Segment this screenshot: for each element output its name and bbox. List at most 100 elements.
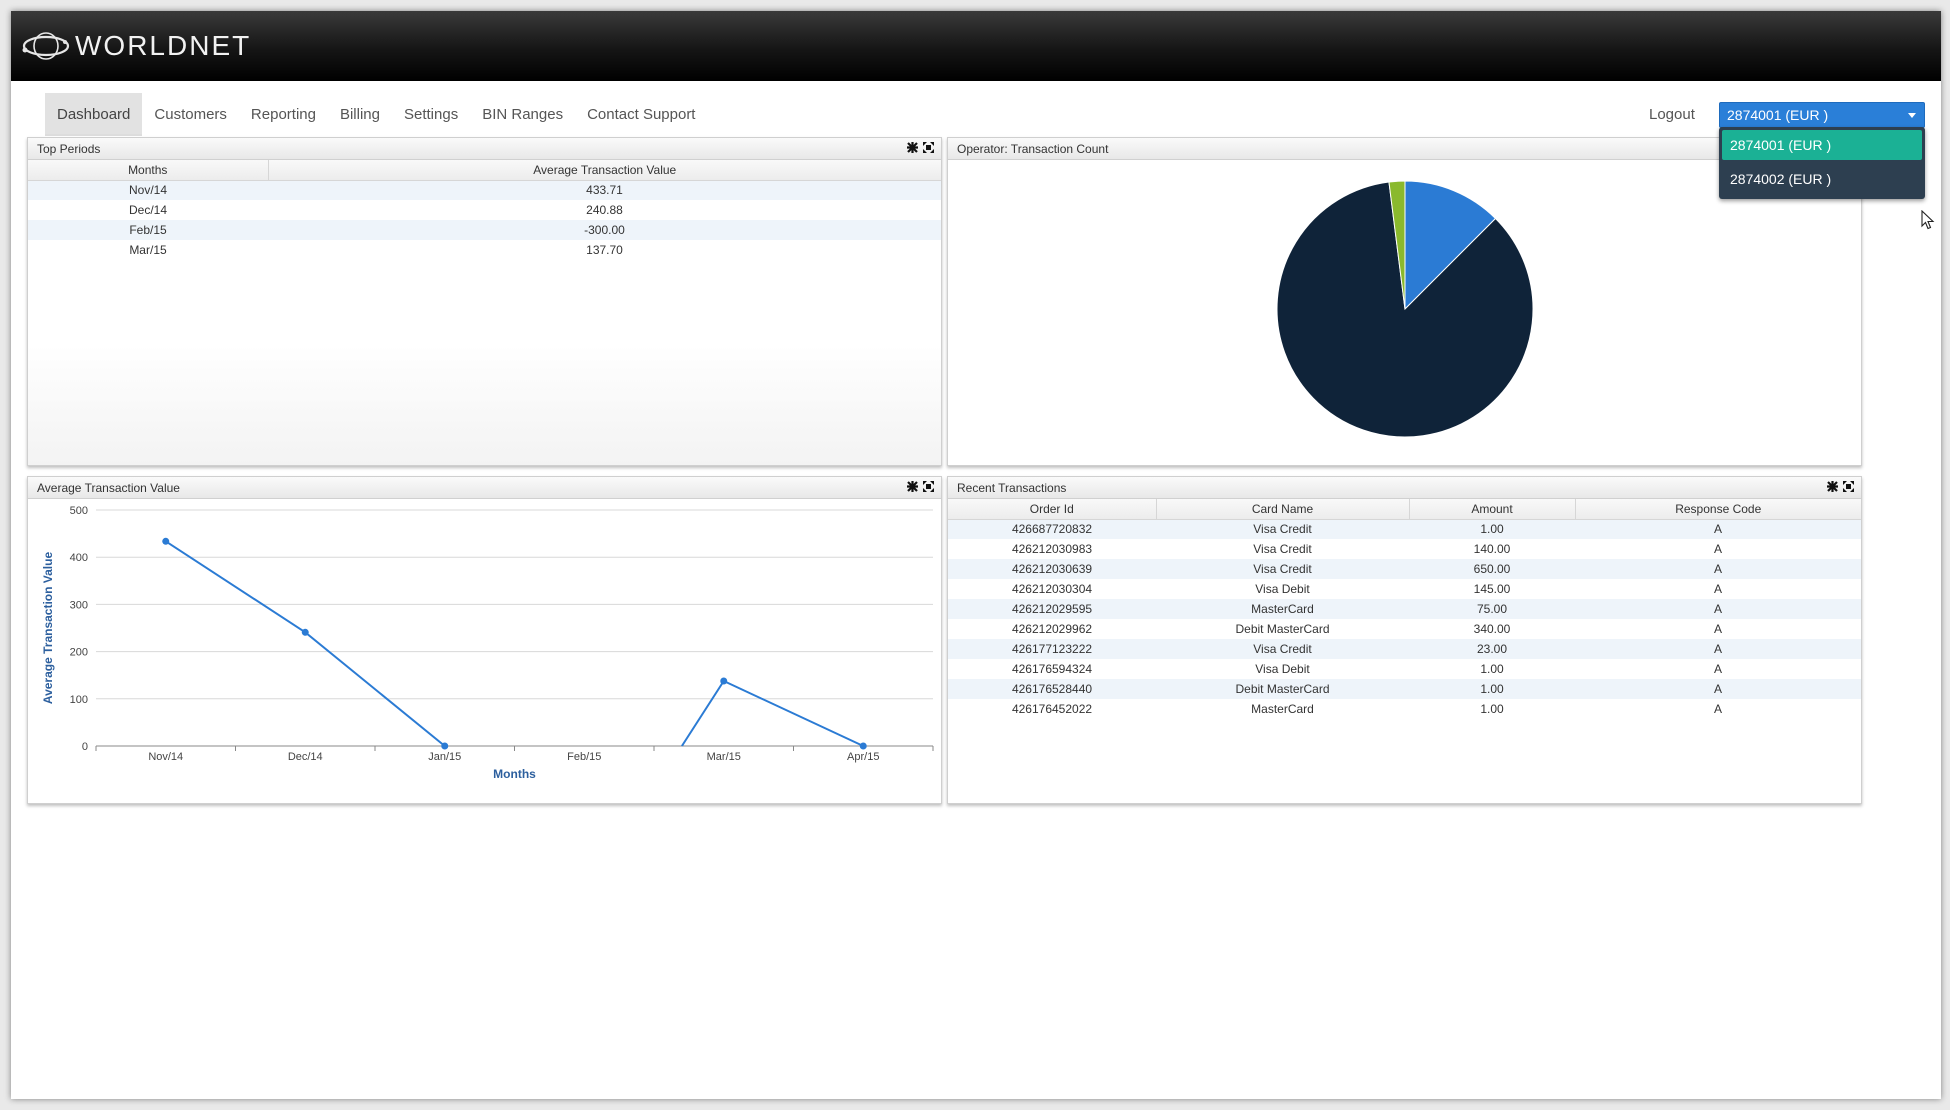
table-cell: A	[1575, 599, 1861, 619]
table-row[interactable]: Feb/15 -300.00	[28, 220, 941, 240]
x-tick-label: Nov/14	[148, 751, 183, 763]
table-cell: 1.00	[1409, 519, 1575, 539]
pie-slice-0	[1404, 180, 1497, 311]
y-tick-label: 300	[70, 599, 88, 611]
table-cell: A	[1575, 699, 1861, 719]
table-row[interactable]: Dec/14 240.88	[28, 200, 941, 220]
data-point	[301, 628, 309, 636]
worldnet-logo[interactable]: WORLDNET	[21, 28, 251, 64]
table-cell: A	[1575, 559, 1861, 579]
column-header[interactable]: Months	[28, 160, 269, 181]
table-cell: 1.00	[1409, 679, 1575, 699]
panel-tools	[906, 141, 935, 154]
y-tick-label: 500	[70, 505, 88, 517]
table-cell: 426687720832	[948, 519, 1156, 539]
account-select[interactable]: 2874001 (EUR )	[1719, 102, 1925, 128]
table-row[interactable]: 426176528440 Debit MasterCard 1.00 A	[948, 679, 1861, 699]
table-cell: 340.00	[1409, 619, 1575, 639]
panel-tools	[906, 480, 935, 493]
data-point	[720, 677, 728, 685]
table-cell: Nov/14	[28, 180, 268, 200]
tab-reporting[interactable]: Reporting	[250, 106, 316, 123]
y-tick-label: 400	[70, 552, 88, 564]
table-cell: MasterCard	[1156, 699, 1409, 719]
table-row[interactable]: 426212029962 Debit MasterCard 340.00 A	[948, 619, 1861, 639]
transaction-count-pie-chart	[1276, 180, 1534, 438]
column-header[interactable]: Average Transaction Value	[268, 160, 941, 181]
table-cell: Visa Debit	[1156, 579, 1409, 599]
table-row[interactable]: 426212030304 Visa Debit 145.00 A	[948, 579, 1861, 599]
table-row[interactable]: Mar/15 137.70	[28, 240, 941, 260]
data-point	[859, 742, 867, 750]
tab-billing[interactable]: Billing	[339, 106, 380, 123]
account-option[interactable]: 2874001 (EUR )	[1722, 130, 1922, 160]
panel-tools	[1826, 480, 1855, 493]
table-cell: -300.00	[268, 220, 941, 240]
table-cell: 1.00	[1409, 659, 1575, 679]
panel-title: Top Periods	[37, 142, 101, 156]
table-row[interactable]: 426212030983 Visa Credit 140.00 A	[948, 539, 1861, 559]
table-row[interactable]: 426176594324 Visa Debit 1.00 A	[948, 659, 1861, 679]
column-header[interactable]: Amount	[1409, 499, 1576, 520]
table-row[interactable]: 426687720832 Visa Credit 1.00 A	[948, 519, 1861, 539]
expand-icon[interactable]	[1842, 480, 1855, 493]
wrench-icon[interactable]	[1826, 480, 1839, 493]
wrench-icon[interactable]	[906, 480, 919, 493]
account-option[interactable]: 2874002 (EUR )	[1730, 171, 1832, 187]
table-cell: 426176594324	[948, 659, 1156, 679]
table-cell: 23.00	[1409, 639, 1575, 659]
panel-title: Recent Transactions	[957, 481, 1067, 495]
pie-slice-2	[1388, 180, 1406, 310]
table-cell: A	[1575, 679, 1861, 699]
table-cell: 426212029962	[948, 619, 1156, 639]
table-cell: 426176452022	[948, 699, 1156, 719]
table-cell: 433.71	[268, 180, 941, 200]
table-cell: 426212030983	[948, 539, 1156, 559]
panel-title: Average Transaction Value	[37, 481, 180, 495]
panel-header: Operator: Transaction Count	[948, 138, 1861, 160]
table-row[interactable]: 426212030639 Visa Credit 650.00 A	[948, 559, 1861, 579]
x-tick-label: Apr/15	[847, 751, 879, 763]
column-header[interactable]: Order Id	[948, 499, 1157, 520]
table-cell: Debit MasterCard	[1156, 619, 1409, 639]
table-cell: 137.70	[268, 240, 941, 260]
tab-settings[interactable]: Settings	[404, 106, 459, 123]
header-bar: WORLDNET	[11, 11, 1941, 81]
table-cell: A	[1575, 539, 1861, 559]
series-line	[165, 540, 446, 747]
tab-bin-ranges[interactable]: BIN Ranges	[482, 106, 564, 123]
nav-tabs: Dashboard Customers Reporting Billing Se…	[45, 93, 707, 136]
table-cell: Visa Debit	[1156, 659, 1409, 679]
column-header[interactable]: Card Name	[1156, 499, 1410, 520]
avg-transaction-line-chart: 0 100 200 300 400 500 Nov/14 Dec/14 Jan/15 Feb/15…	[41, 505, 934, 781]
x-tick-label: Mar/15	[707, 751, 741, 763]
table-row[interactable]: 426177123222 Visa Credit 23.00 A	[948, 639, 1861, 659]
table-cell: Feb/15	[28, 220, 268, 240]
wrench-icon[interactable]	[906, 141, 919, 154]
account-dropdown-menu: 2874001 (EUR ) 2874002 (EUR )	[1719, 127, 1925, 199]
tab-dashboard[interactable]: Dashboard	[45, 93, 143, 136]
column-header[interactable]: Response Code	[1575, 499, 1861, 520]
expand-icon[interactable]	[922, 141, 935, 154]
table-row[interactable]: 426176452022 MasterCard 1.00 A	[948, 699, 1861, 719]
table-cell: 650.00	[1409, 559, 1575, 579]
table-cell: 145.00	[1409, 579, 1575, 599]
table-cell: Dec/14	[28, 200, 268, 220]
tab-customers[interactable]: Customers	[154, 106, 227, 123]
table-cell: 426177123222	[948, 639, 1156, 659]
expand-icon[interactable]	[922, 480, 935, 493]
panel-header: Top Periods	[28, 138, 941, 160]
x-tick-label: Jan/15	[428, 751, 461, 763]
table-cell: Visa Credit	[1156, 539, 1409, 559]
table-row[interactable]: Nov/14 433.71	[28, 180, 941, 200]
recent-transactions-table: Order Id Card Name Amount Response Code …	[948, 499, 1861, 719]
panel-header: Recent Transactions	[948, 477, 1861, 499]
logout-link[interactable]: Logout	[1649, 106, 1695, 123]
table-cell: Visa Credit	[1156, 559, 1409, 579]
y-tick-label: 100	[70, 694, 88, 706]
data-point	[441, 742, 449, 750]
table-cell: A	[1575, 659, 1861, 679]
table-cell: Debit MasterCard	[1156, 679, 1409, 699]
tab-contact-support[interactable]: Contact Support	[587, 106, 696, 123]
table-row[interactable]: 426212029595 MasterCard 75.00 A	[948, 599, 1861, 619]
